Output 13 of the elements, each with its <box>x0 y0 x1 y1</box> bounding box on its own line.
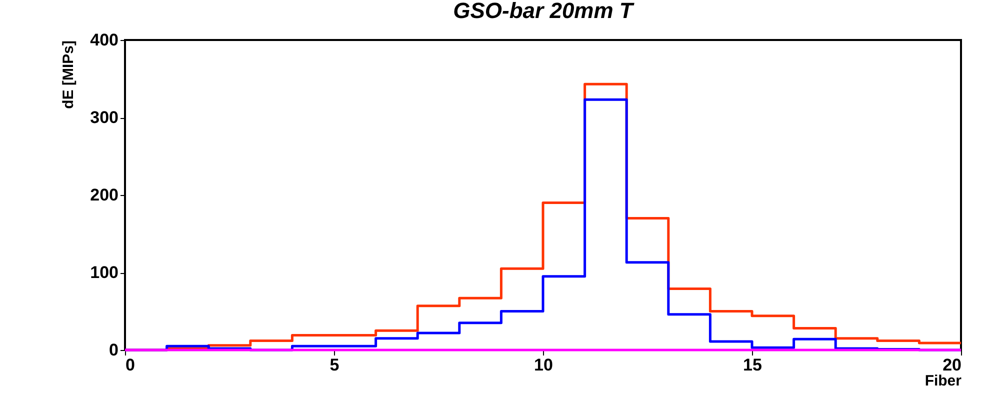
y-tick-label: 0 <box>109 340 118 360</box>
chart-title: GSO-bar 20mm T <box>453 0 634 23</box>
y-tick-label: 200 <box>90 186 118 204</box>
x-tick-label: 5 <box>330 356 340 374</box>
x-tick-label: 15 <box>743 356 762 374</box>
y-axis-title: dE [MIPs] <box>60 40 78 109</box>
x-axis-title: Fiber <box>924 372 962 390</box>
y-tick-label: 300 <box>90 108 118 127</box>
y-tick-label: 400 <box>90 30 118 50</box>
x-tick-label: 0 <box>126 356 135 374</box>
x-tick-label: 20 <box>942 356 962 374</box>
x-tick-label: 10 <box>534 356 553 374</box>
y-tick-label: 100 <box>90 263 118 282</box>
